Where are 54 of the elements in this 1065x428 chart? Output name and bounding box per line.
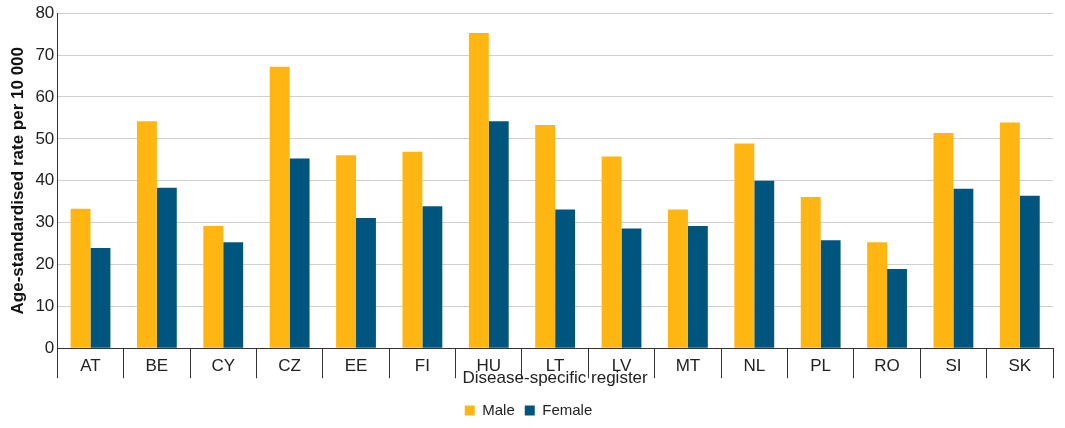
x-tick-label: EE (344, 356, 368, 376)
bar (953, 188, 974, 348)
bar (535, 125, 556, 348)
bar (90, 248, 111, 348)
bar (887, 269, 907, 348)
bar (336, 155, 357, 348)
y-tick-label: 20 (35, 254, 55, 274)
bar (867, 242, 888, 348)
x-tick-label: PL (810, 356, 832, 376)
bar (820, 240, 841, 348)
x-tick-label: RO (874, 356, 900, 376)
bar (269, 66, 290, 348)
x-tick-label: CY (211, 356, 236, 376)
bar (468, 32, 489, 348)
bar (734, 143, 755, 348)
x-tick-label: NL (743, 356, 766, 376)
legend-label: Female (542, 400, 593, 418)
bar (289, 158, 310, 348)
bar (356, 217, 376, 348)
bar (601, 156, 622, 348)
bar (555, 209, 576, 348)
x-tick-label: FI (414, 356, 430, 376)
x-tick-label: BE (145, 356, 169, 376)
x-tick-label: CZ (278, 356, 301, 376)
bar (687, 225, 708, 348)
y-tick-label: 10 (35, 296, 55, 316)
bar (402, 151, 423, 348)
bar (1019, 195, 1040, 348)
y-tick-label: 50 (35, 128, 55, 148)
y-tick-label: 30 (35, 212, 55, 232)
bar (136, 121, 157, 348)
y-tick-label: 40 (35, 170, 55, 190)
y-tick-label: 70 (35, 44, 55, 64)
x-tick-label: SK (1008, 356, 1032, 376)
bar (621, 228, 642, 348)
bar (800, 197, 821, 348)
legend-label: Male (482, 400, 515, 418)
bar (999, 122, 1020, 348)
bar (223, 242, 244, 348)
y-tick-label: 0 (44, 337, 55, 357)
bar (70, 208, 91, 348)
bar (203, 225, 224, 348)
y-axis-title: Age-standardised rate per 10 000 (7, 47, 27, 315)
x-tick-label: MT (675, 356, 701, 376)
bar (422, 206, 443, 348)
bar (933, 132, 954, 348)
x-tick-label: AT (80, 356, 101, 376)
bar (488, 121, 509, 348)
bar (668, 209, 688, 348)
bar (156, 187, 177, 348)
bar (754, 180, 775, 348)
x-tick-label: SI (945, 356, 962, 376)
y-tick-label: 60 (35, 86, 55, 106)
y-tick-label: 80 (35, 2, 55, 22)
